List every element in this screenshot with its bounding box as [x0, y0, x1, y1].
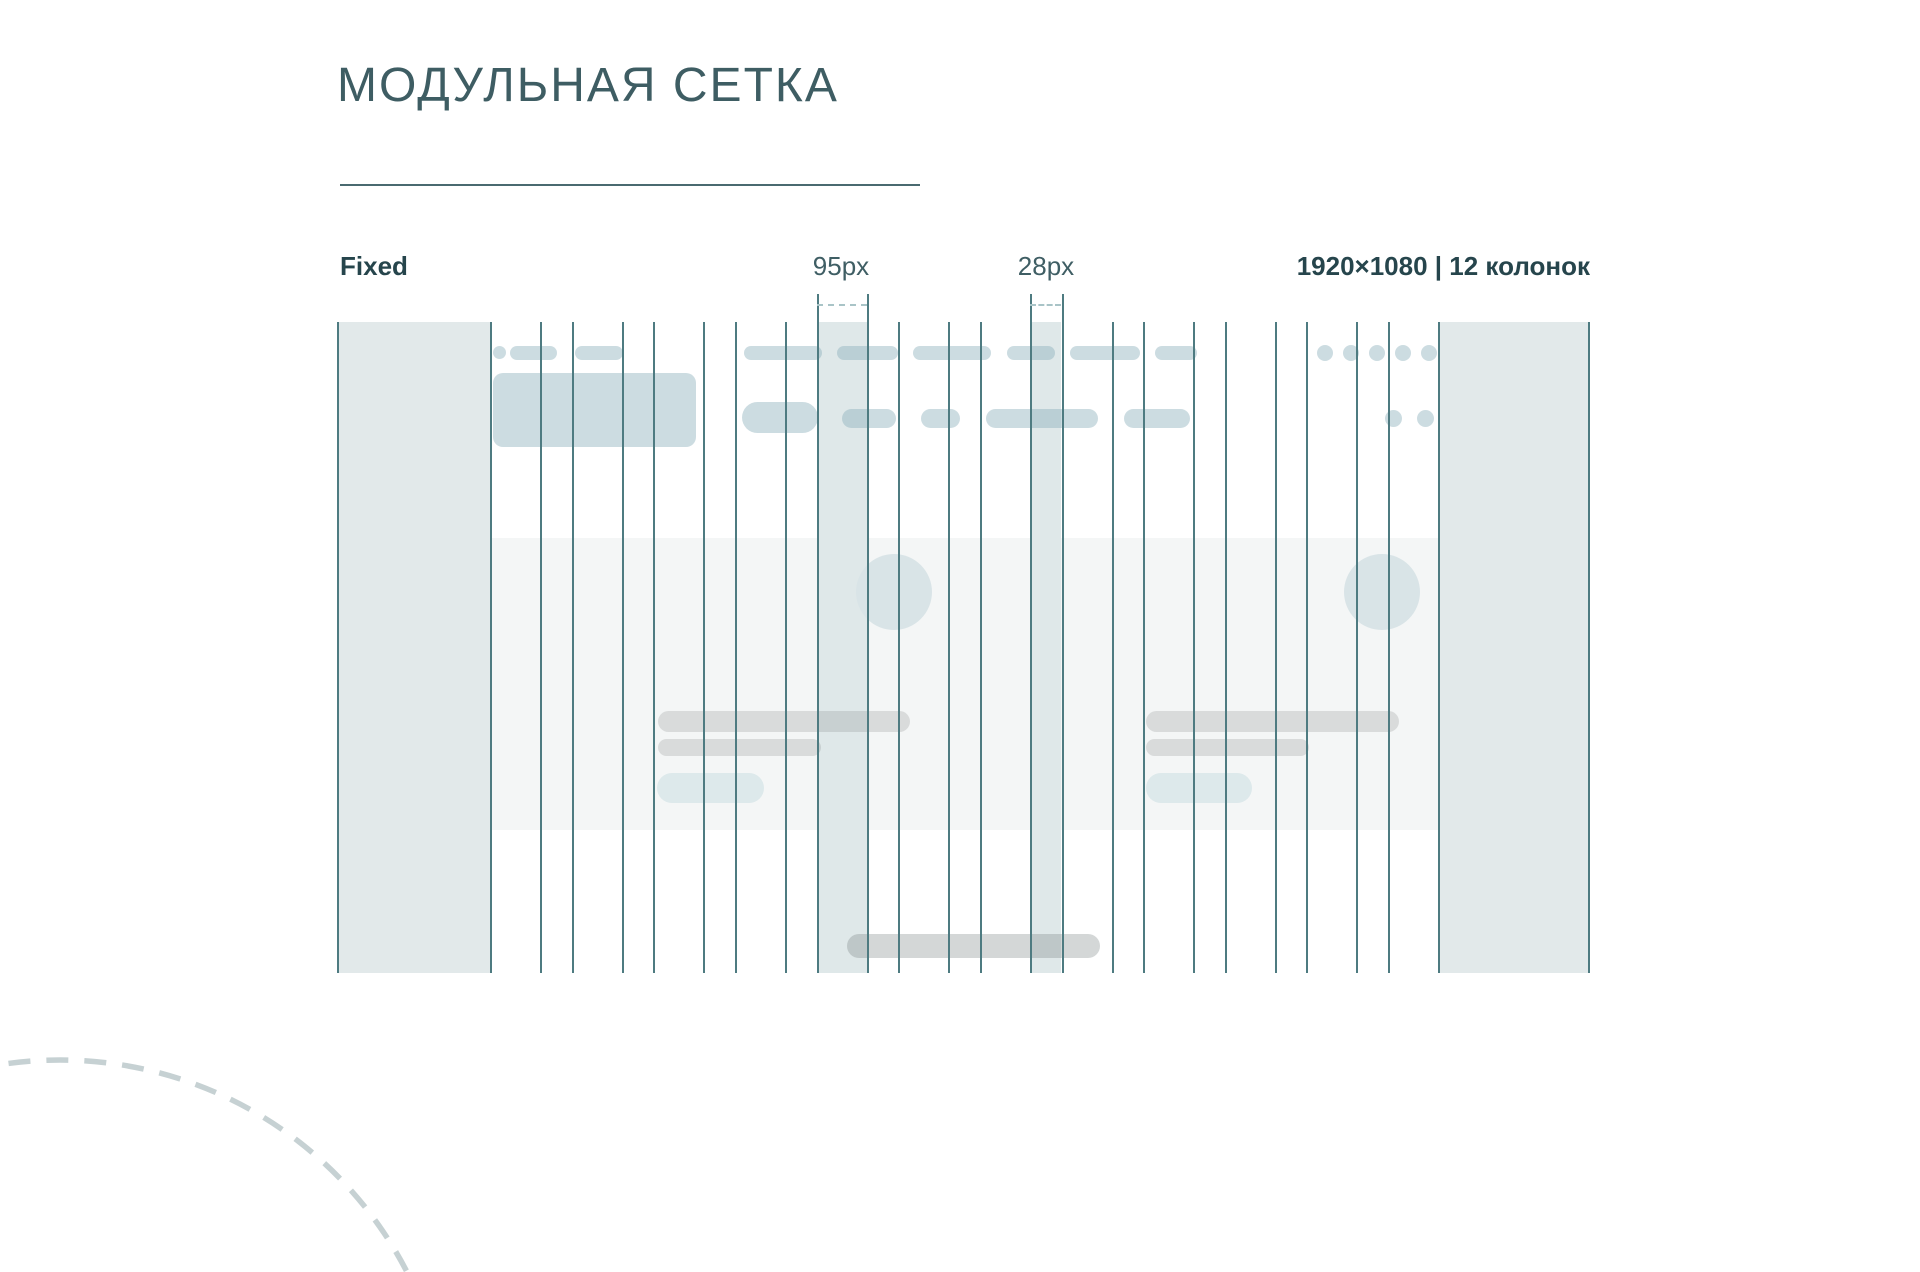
grid-line: [1438, 322, 1440, 973]
button-placeholder: [1146, 773, 1252, 803]
grid-type-label: Fixed: [340, 251, 408, 281]
grid-line: [1388, 322, 1390, 973]
grid-line: [540, 322, 542, 973]
avatar-circle-placeholder: [856, 554, 932, 630]
wireframe-pill: [921, 409, 960, 428]
resolution-label: 1920×1080 | 12 колонок: [1296, 251, 1590, 281]
wireframe-pill-large: [742, 402, 818, 433]
grid-line: [337, 322, 339, 973]
footer-bar-placeholder: [847, 934, 1100, 958]
grid-line: [1588, 322, 1590, 973]
grid-line: [1306, 322, 1309, 973]
wireframe-pill: [986, 409, 1098, 428]
grid-line: [1274, 322, 1277, 973]
text-line-placeholder: [658, 739, 821, 756]
wireframe-pill: [510, 346, 557, 360]
grid-line: [948, 322, 951, 973]
wireframe-pill: [1155, 346, 1197, 360]
grid-line: [1143, 322, 1146, 973]
text-line-placeholder: [1146, 711, 1399, 732]
grid-line: [784, 322, 787, 973]
column-highlight: [816, 322, 867, 973]
grid-line: [866, 294, 869, 973]
column-measure-dash: [816, 304, 867, 306]
grid-line: [1224, 322, 1227, 973]
button-placeholder: [657, 773, 764, 803]
grid-line: [571, 322, 574, 973]
wireframe-pill: [744, 346, 822, 360]
left-margin-block: [337, 322, 490, 973]
gutter-width-label: 28px: [1017, 251, 1075, 281]
wireframe-dots-pair: [1385, 410, 1434, 427]
title-underline: [340, 184, 920, 186]
avatar-circle-placeholder: [1344, 554, 1420, 630]
wireframe-pill: [913, 346, 991, 360]
grid-line: [1193, 322, 1196, 973]
wireframe-pill: [1070, 346, 1140, 360]
text-line-placeholder: [658, 711, 910, 732]
column-width-label: 95px: [812, 251, 870, 281]
right-margin-block: [1438, 322, 1590, 973]
content-band: [490, 538, 1438, 830]
grid-diagram: [337, 294, 1590, 973]
grid-line: [490, 322, 492, 973]
wireframe-pill: [1124, 409, 1190, 428]
grid-line: [816, 294, 819, 973]
gutter-measure-dash: [1029, 304, 1062, 306]
wireframe-card: [493, 373, 696, 447]
grid-line: [1029, 294, 1032, 973]
grid-line: [703, 322, 706, 973]
wireframe-pill: [842, 409, 896, 428]
grid-line: [1061, 294, 1064, 973]
wireframe-dots-row: [1317, 345, 1437, 361]
page-title: МОДУЛЬНАЯ СЕТКА: [337, 59, 839, 112]
grid-line: [653, 322, 656, 973]
wireframe-pill: [575, 346, 623, 360]
grid-line: [621, 322, 624, 973]
text-line-placeholder: [1146, 739, 1309, 756]
grid-line: [979, 322, 982, 973]
grid-line: [1111, 322, 1114, 973]
grid-line: [898, 322, 901, 973]
gutter-highlight: [1029, 322, 1062, 973]
grid-line: [734, 322, 737, 973]
grid-line: [1356, 322, 1359, 973]
logo-dot-placeholder: [493, 346, 506, 359]
